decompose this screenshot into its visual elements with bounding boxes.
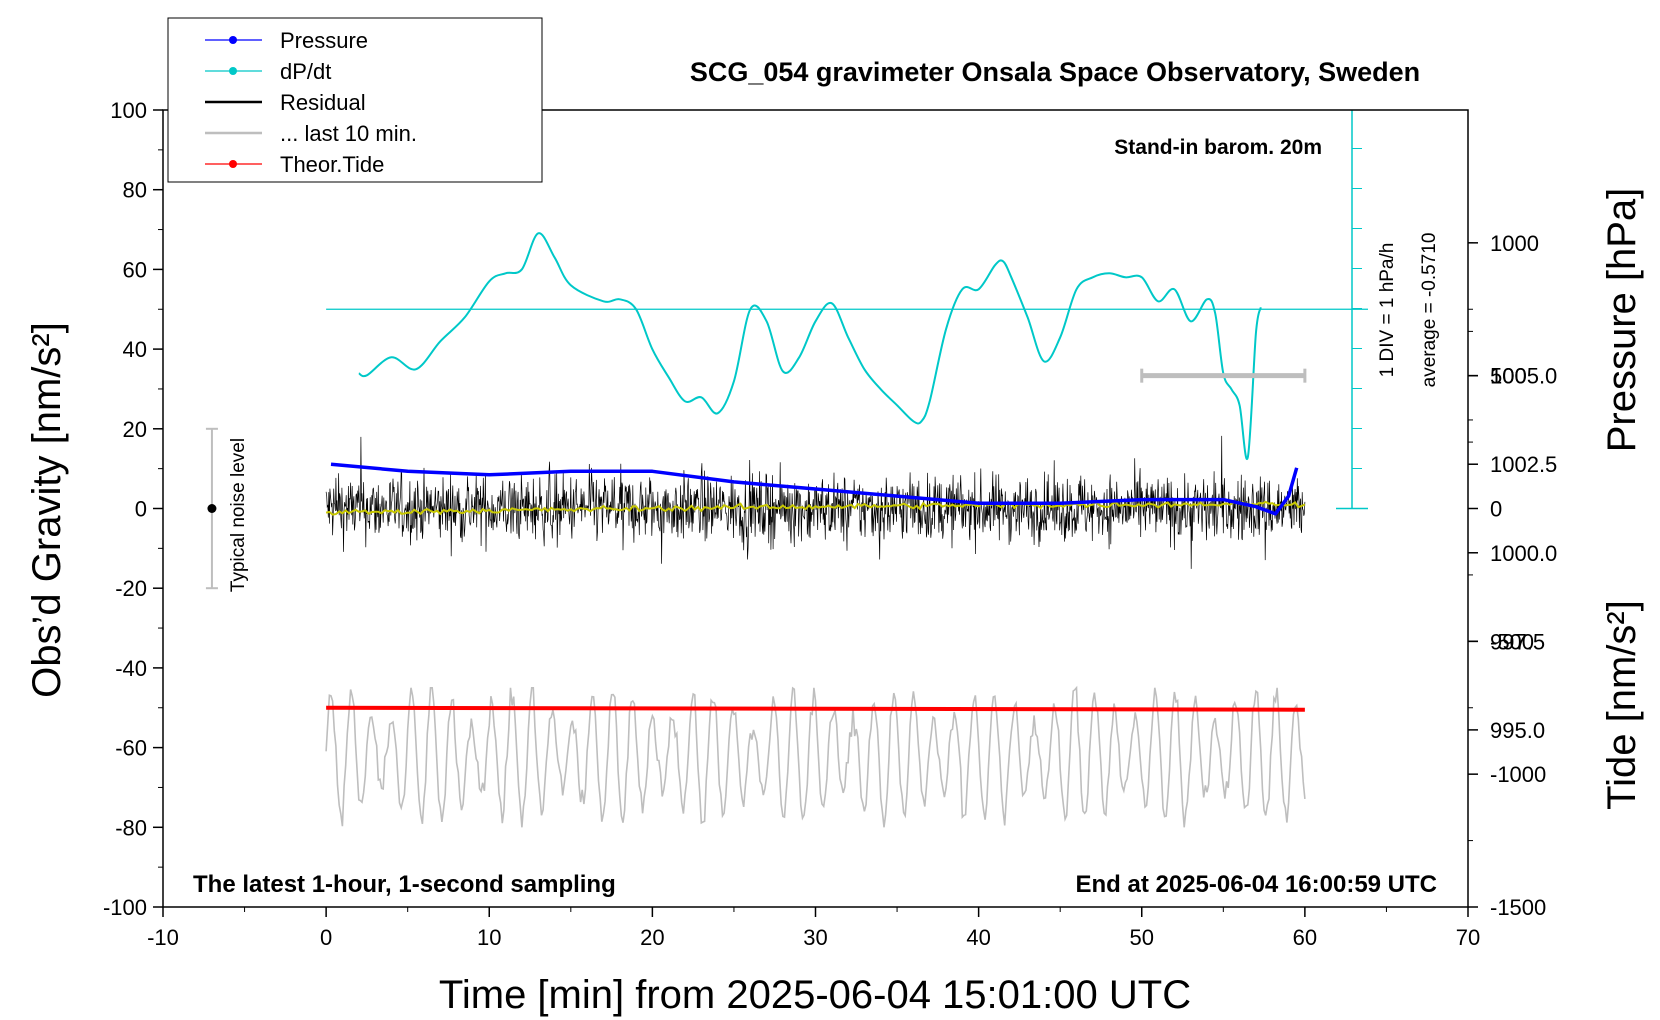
x-tick-label: 10 <box>477 925 501 950</box>
tide-tick-label: -500 <box>1490 629 1534 654</box>
y-tick-label: 60 <box>123 257 147 282</box>
x-tick-label: 20 <box>640 925 664 950</box>
plot-layer <box>205 110 1368 828</box>
noise-bar-dot <box>207 504 217 513</box>
legend-label: ... last 10 min. <box>280 121 417 146</box>
legend-label: Pressure <box>280 28 368 53</box>
y-tick-label: 100 <box>110 98 147 123</box>
legend: Pressure dP/dt Residual ... last 10 min. The… <box>167 17 543 183</box>
tide-tick-label: -1500 <box>1490 895 1546 920</box>
y-axis-label-left: Obs’d Gravity [nm/s²] <box>25 322 69 698</box>
y-tick-label: -20 <box>115 576 147 601</box>
legend-entries: Pressure dP/dt Residual ... last 10 min. The… <box>205 28 417 177</box>
x-tick-label: 30 <box>803 925 827 950</box>
x-tick-label: 60 <box>1293 925 1317 950</box>
bottom-left-note: The latest 1-hour, 1-second sampling <box>193 871 616 898</box>
y-tick-label: -80 <box>115 815 147 840</box>
theoretical-tide-line <box>326 705 1305 712</box>
barometer-note: Stand-in barom. 20m <box>1114 136 1322 159</box>
tide-tick-label: 1000 <box>1490 231 1539 256</box>
last-10-min-line <box>325 685 1306 828</box>
tide-tick-label: 500 <box>1490 364 1527 389</box>
tide-tick-label: 0 <box>1490 497 1502 522</box>
y-axis-label-tide: Tide [nm/s²] <box>1600 600 1644 810</box>
y-axis-label-pressure: Pressure [hPa] <box>1600 188 1644 453</box>
pressure-tick-label: 1005.0 <box>1490 364 1557 389</box>
legend-marker <box>229 160 237 168</box>
x-tick-label: -10 <box>147 925 179 950</box>
y-tick-label: 0 <box>135 497 147 522</box>
div-label: 1 DIV = 1 hPa/h <box>1377 243 1398 378</box>
average-label: average = -0.5710 <box>1419 233 1440 388</box>
residual-smoothed-line <box>325 500 1306 516</box>
legend-label: dP/dt <box>280 59 331 84</box>
x-tick-label: 40 <box>966 925 990 950</box>
tide-tick-label: -1000 <box>1490 762 1546 787</box>
pressure-tick-label: 997.5 <box>1490 629 1545 654</box>
y-tick-label: 20 <box>123 417 147 442</box>
noise-label: Typical noise level <box>228 438 249 592</box>
residual-line <box>325 435 1306 569</box>
x-tick-label: 50 <box>1130 925 1154 950</box>
x-tick-label: 0 <box>320 925 332 950</box>
y-tick-label: 80 <box>123 178 147 203</box>
dpdt-line <box>358 232 1262 461</box>
pressure-tick-label: 1002.5 <box>1490 452 1557 477</box>
pressure-tick-label: 995.0 <box>1490 718 1545 743</box>
y-tick-label: 40 <box>123 337 147 362</box>
legend-marker <box>229 36 237 44</box>
bottom-right-note: End at 2025-06-04 16:00:59 UTC <box>1076 871 1438 898</box>
x-tick-label: 70 <box>1456 925 1480 950</box>
axis-layer: -10 0 10 20 30 40 50 60 70100806040200-20-40-60-… <box>103 98 1557 950</box>
pressure-tick-label: 1000.0 <box>1490 541 1557 566</box>
legend-marker <box>229 67 237 75</box>
legend-label: Residual <box>280 90 366 115</box>
y-tick-label: -100 <box>103 895 147 920</box>
y-tick-label: -60 <box>115 736 147 761</box>
y-tick-label: -40 <box>115 656 147 681</box>
pressure-line <box>330 462 1299 516</box>
legend-box <box>167 17 543 183</box>
chart-title: SCG_054 gravimeter Onsala Space Observat… <box>690 57 1420 87</box>
legend-label: Theor.Tide <box>280 152 384 177</box>
x-axis-label: Time [min] from 2025-06-04 15:01:00 UTC <box>439 973 1191 1017</box>
